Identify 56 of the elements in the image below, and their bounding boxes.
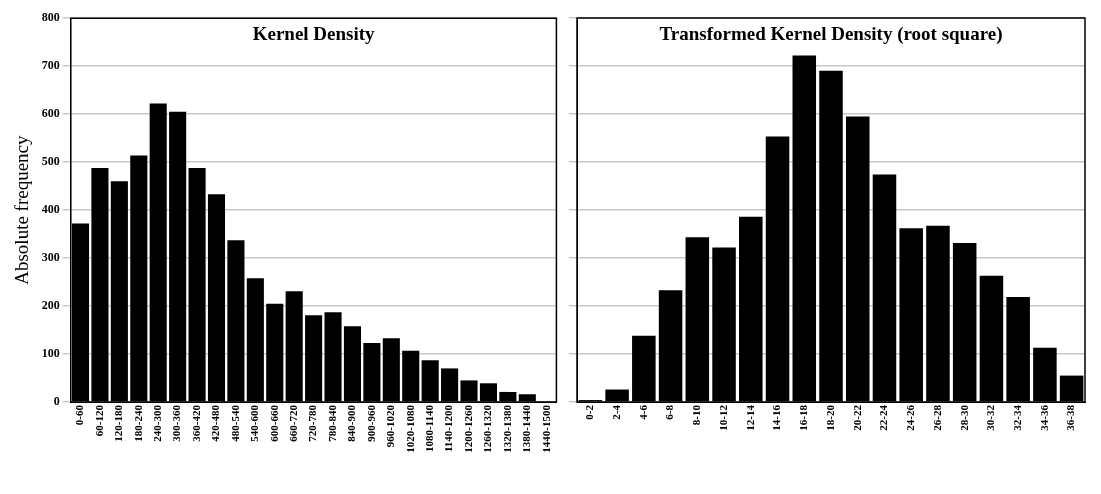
x-tick-label: 1080-1140 — [423, 404, 436, 453]
y-tick-label: 200 — [41, 298, 60, 313]
chart-title: Kernel Density — [252, 23, 376, 45]
x-tick-label: 32-34 — [1011, 404, 1023, 431]
y-tick-label: 0 — [53, 394, 60, 409]
x-tick-label: 1020-1080 — [403, 404, 416, 453]
x-tick-label: 240-300 — [151, 404, 164, 442]
x-tick-label: 360-420 — [189, 404, 202, 442]
x-tick-label: 780-840 — [325, 404, 338, 442]
x-tick-label: 660-720 — [287, 404, 300, 442]
x-tick-label: 24-26 — [904, 404, 917, 431]
x-tick-label: 1440-1500 — [539, 404, 552, 453]
x-tick-label: 1380-1440 — [520, 404, 533, 453]
chart-title: Transformed Kernel Density (root square) — [659, 22, 1003, 45]
x-tick-label: 420-480 — [209, 404, 222, 442]
y-tick-label: 700 — [41, 58, 60, 73]
x-tick-label: 1320-1380 — [500, 404, 513, 453]
x-tick-label: 2-4 — [609, 404, 622, 420]
x-tick-label: 36-38 — [1064, 404, 1077, 431]
x-tick-label: 60-120 — [92, 404, 105, 437]
y-tick-label: 300 — [41, 250, 60, 265]
x-tick-label: 20-22 — [850, 404, 863, 431]
x-tick-label: 1260-1320 — [481, 404, 494, 453]
x-tick-label: 1140-1200 — [442, 404, 455, 453]
x-tick-label: 900-960 — [364, 404, 377, 442]
x-tick-label: 8-10 — [690, 404, 703, 426]
x-tick-label: 10-12 — [716, 404, 729, 431]
x-tick-label: 0-2 — [583, 404, 596, 420]
y-tick-label: 500 — [41, 154, 60, 169]
x-tick-label: 480-540 — [228, 404, 241, 442]
x-tick-label: 960-1020 — [384, 404, 397, 448]
x-tick-label: 4-6 — [636, 404, 649, 420]
x-tick-label: 18-20 — [823, 404, 836, 431]
y-tick-label: 600 — [41, 106, 60, 121]
x-tick-label: 26-28 — [930, 404, 943, 431]
x-tick-label: 840-900 — [345, 404, 358, 442]
x-tick-label: 720-780 — [306, 404, 319, 442]
x-tick-label: 0-60 — [73, 404, 86, 426]
x-tick-label: 14-16 — [770, 404, 783, 431]
x-tick-label: 300-360 — [170, 404, 183, 442]
x-tick-label: 120-180 — [112, 404, 125, 442]
x-tick-label: 6-8 — [663, 404, 676, 420]
y-tick-label: 800 — [41, 10, 60, 25]
x-tick-label: 180-240 — [131, 404, 144, 442]
y-tick-label: 100 — [41, 346, 60, 361]
x-tick-label: 34-36 — [1037, 404, 1050, 431]
x-tick-label: 16-18 — [797, 404, 810, 431]
x-tick-label: 22-24 — [877, 404, 890, 431]
x-tick-label: 1200-1260 — [461, 404, 474, 453]
x-tick-label: 30-32 — [984, 404, 997, 431]
x-tick-label: 28-30 — [957, 404, 970, 431]
x-tick-label: 540-600 — [248, 404, 261, 442]
y-tick-label: 400 — [41, 202, 60, 217]
x-tick-label: 600-660 — [267, 404, 280, 442]
y-axis-title: Absolute frequency — [11, 134, 33, 285]
x-tick-label: 12-14 — [743, 404, 756, 431]
